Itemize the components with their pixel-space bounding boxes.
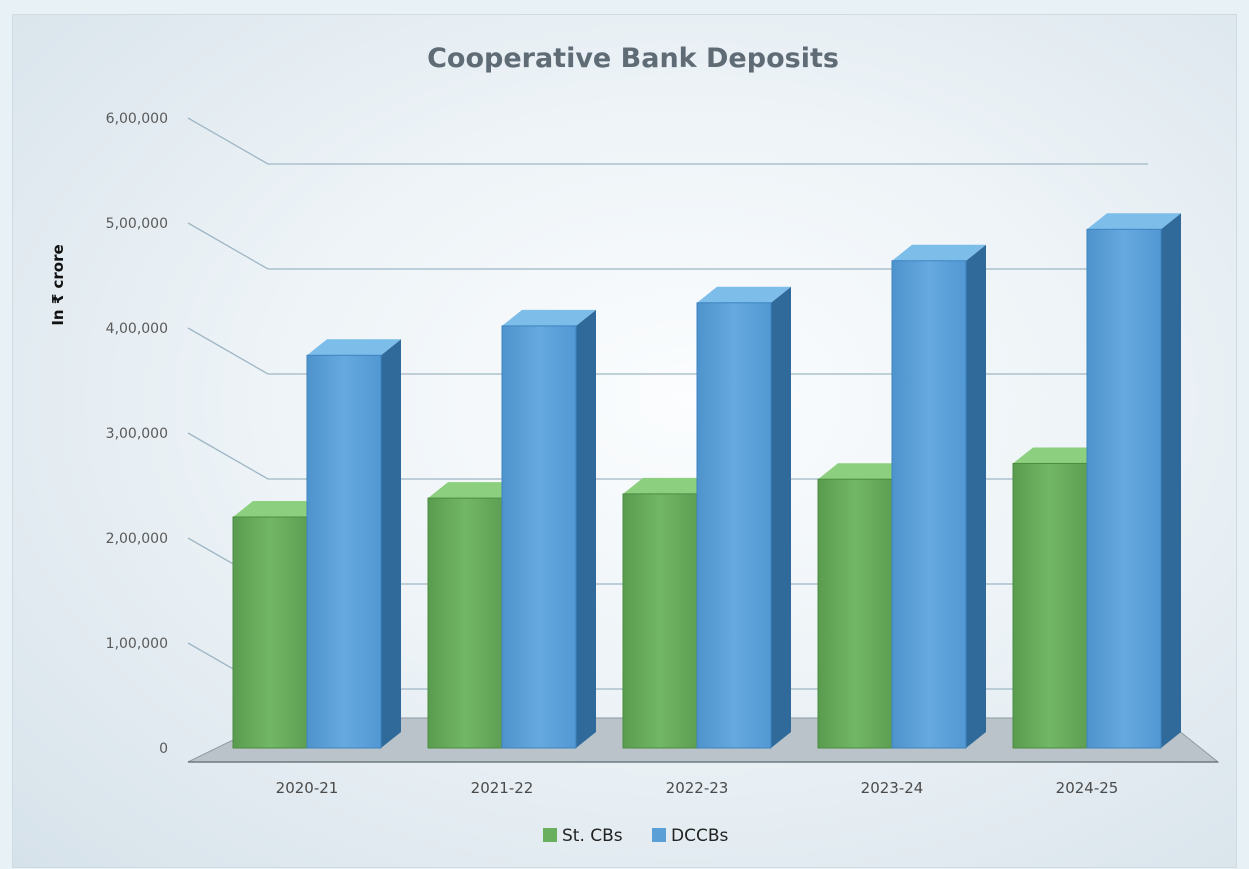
- bar-dccbs-2022-23: [696, 286, 791, 749]
- bar-top: [428, 482, 522, 499]
- x-category-label: 2021-22: [471, 779, 534, 797]
- legend-label-st-cbs: St. CBs: [562, 826, 623, 846]
- bar-front: [622, 493, 698, 749]
- bar-side: [966, 244, 986, 749]
- bar-top: [1087, 213, 1181, 230]
- gridline: [187, 117, 1148, 165]
- bar-top: [892, 244, 986, 261]
- legend: St. CBs DCCBs: [543, 826, 728, 846]
- bar-top: [1013, 447, 1107, 464]
- bar-front: [817, 478, 893, 749]
- bar-side: [381, 339, 401, 748]
- y-tick-label: 0: [159, 741, 168, 757]
- y-axis-label: In ₹ crore: [49, 244, 67, 325]
- bar-front: [232, 516, 308, 749]
- bar-side: [576, 309, 596, 748]
- category-labels: 2020-21 2021-22 2022-23 2023-24 2024-25: [276, 779, 1119, 797]
- x-category-label: 2023-24: [861, 779, 924, 797]
- bar-top: [233, 501, 327, 517]
- x-category-label: 2020-21: [276, 779, 339, 797]
- bar-front: [501, 325, 577, 749]
- bar-top: [623, 477, 717, 494]
- legend-label-dccbs: DCCBs: [671, 826, 728, 846]
- legend-swatch-dccbs: [652, 828, 666, 842]
- bar-front: [427, 497, 503, 749]
- bars-layer: [232, 213, 1181, 749]
- y-tick-label: 6,00,000: [106, 111, 168, 127]
- bar-dccbs-2024-25: [1086, 213, 1181, 749]
- bar-dccbs-2020-21: [306, 339, 401, 749]
- ticks-layer: 0 1,00,000 2,00,000 3,00,000 4,00,000 5,00,00…: [106, 111, 168, 757]
- y-tick-label: 2,00,000: [106, 531, 168, 547]
- y-tick-label: 5,00,000: [106, 216, 168, 232]
- bar-top: [697, 286, 791, 303]
- gridline: [187, 222, 1148, 270]
- x-category-label: 2022-23: [666, 779, 729, 797]
- x-category-label: 2024-25: [1056, 779, 1119, 797]
- legend-swatch-st-cbs: [543, 828, 557, 842]
- y-tick-label: 1,00,000: [106, 636, 168, 652]
- gridline: [187, 327, 1148, 375]
- bar-front: [1086, 228, 1162, 749]
- y-tick-label: 3,00,000: [106, 426, 168, 442]
- bar-top: [818, 463, 912, 480]
- bar-front: [696, 302, 772, 749]
- chart-frame: Cooperative Bank Deposits In ₹ crore 0 1,…: [12, 14, 1237, 868]
- bar-front: [1012, 462, 1088, 749]
- y-tick-label: 4,00,000: [106, 321, 168, 337]
- bar-front: [891, 260, 967, 749]
- bar-top: [502, 309, 596, 326]
- bar-dccbs-2023-24: [891, 244, 986, 749]
- bar-side: [771, 286, 791, 748]
- bar-front: [306, 354, 382, 749]
- bar-dccbs-2021-22: [501, 309, 596, 749]
- bar-side: [1161, 213, 1181, 749]
- chart-title: Cooperative Bank Deposits: [427, 43, 839, 74]
- chart-svg: Cooperative Bank Deposits In ₹ crore 0 1,…: [49, 43, 1220, 846]
- bar-top: [307, 339, 401, 356]
